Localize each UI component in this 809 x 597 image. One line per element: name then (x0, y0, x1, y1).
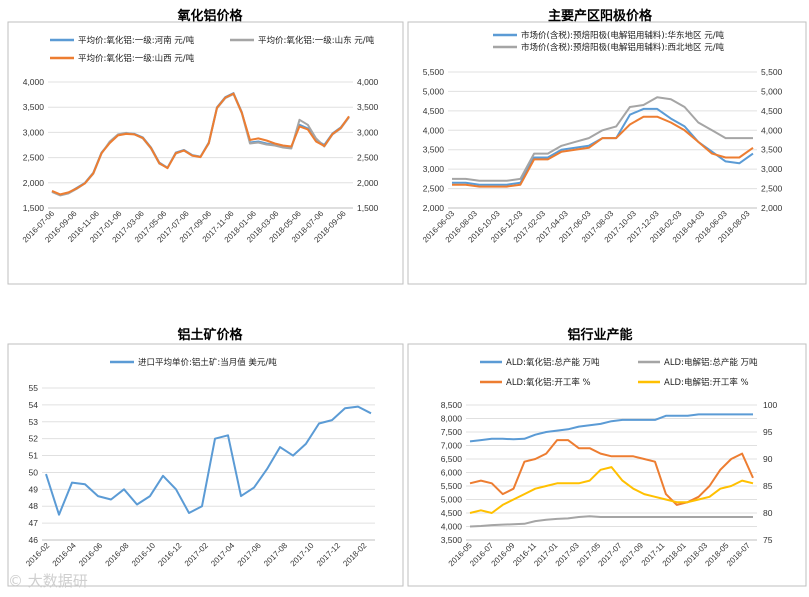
series-line-2 (452, 115, 754, 188)
legend-label: 市场价(含税):预焙阳极(电解铝用辅料):西北地区 元/吨 (521, 42, 725, 53)
y-tick-label: 3,500 (423, 145, 445, 155)
y-tick-label: 2,000 (423, 203, 445, 213)
y-tick-label: 55 (29, 383, 39, 393)
watermark: © 大数据研 (8, 572, 88, 590)
y2-tick-label: 4,000 (761, 125, 783, 135)
y-tick-label: 54 (29, 400, 39, 410)
y-tick-label: 53 (29, 417, 39, 427)
y-tick-label: 47 (29, 518, 39, 528)
y-tick-label: 50 (29, 467, 39, 477)
chart-1-title: 氧化铝价格 (177, 9, 243, 24)
y-tick-label: 1,500 (23, 203, 45, 213)
series-line-2 (469, 439, 754, 506)
y2-tick-label: 2,500 (761, 184, 783, 194)
y-tick-label: 51 (29, 451, 39, 461)
y-tick-label: 4,000 (423, 125, 445, 135)
legend-label: 平均价:氧化铝:一级:山西 元/吨 (78, 53, 195, 64)
y2-tick-label: 1,500 (357, 203, 379, 213)
y2-tick-label: 5,500 (761, 67, 783, 77)
y2-tick-label: 100 (763, 400, 777, 410)
y-tick-label: 8,000 (441, 414, 463, 424)
series-line-1 (469, 515, 753, 528)
y2-tick-label: 75 (763, 535, 773, 545)
y-tick-label: 52 (29, 434, 39, 444)
y-tick-label: 3,500 (23, 102, 45, 112)
chart-4-title: 铝行业产能 (567, 328, 633, 343)
chart-3-title: 铝土矿价格 (177, 328, 243, 343)
series-line-1 (452, 96, 753, 182)
chart-frame (407, 343, 807, 587)
y-tick-label: 3,500 (441, 535, 463, 545)
legend-label: ALD:电解铝:总产能 万吨 (664, 357, 758, 368)
chart-2-title: 主要产区阳极价格 (547, 9, 652, 24)
legend-label: ALD:氧化铝:开工率 % (506, 377, 591, 388)
legend-label: ALD:电解铝:开工率 % (664, 377, 749, 388)
legend-label: 平均价:氧化铝:一级:河南 元/吨 (78, 35, 195, 46)
series-line-3 (469, 466, 754, 514)
y-tick-label: 4,000 (441, 522, 463, 532)
y-tick-label: 5,000 (441, 495, 463, 505)
y-tick-label: 46 (29, 535, 39, 545)
y-tick-label: 2,000 (23, 178, 45, 188)
y-tick-label: 4,500 (423, 106, 445, 116)
y2-tick-label: 2,000 (761, 203, 783, 213)
y2-tick-label: 3,000 (761, 164, 783, 174)
y2-tick-label: 95 (763, 427, 773, 437)
y2-tick-label: 3,000 (357, 127, 379, 137)
y2-tick-label: 80 (763, 508, 773, 518)
y-tick-label: 48 (29, 501, 39, 511)
y2-tick-label: 2,500 (357, 153, 379, 163)
y-tick-label: 49 (29, 484, 39, 494)
y2-tick-label: 4,000 (357, 77, 379, 87)
legend-label: 进口平均单价:铝土矿:当月值 美元/吨 (138, 357, 277, 368)
chart-frame (407, 21, 807, 285)
y-tick-label: 2,500 (23, 153, 45, 163)
y-tick-label: 7,000 (441, 441, 463, 451)
y-tick-label: 4,000 (23, 77, 45, 87)
y2-tick-label: 3,500 (761, 145, 783, 155)
y-tick-label: 3,000 (23, 127, 45, 137)
series-line-0 (45, 405, 372, 516)
chart-frame (7, 343, 404, 587)
series-line-2 (51, 92, 350, 196)
y-tick-label: 5,500 (423, 67, 445, 77)
y-tick-label: 5,000 (423, 86, 445, 96)
chart-frame (7, 21, 404, 285)
legend-label: 平均价:氧化铝:一级:山东 元/吨 (258, 35, 375, 46)
y2-tick-label: 90 (763, 454, 773, 464)
y-tick-label: 3,000 (423, 164, 445, 174)
y-tick-label: 7,500 (441, 427, 463, 437)
y-tick-label: 6,000 (441, 468, 463, 478)
legend-label: ALD:氧化铝:总产能 万吨 (506, 357, 600, 368)
y2-tick-label: 2,000 (357, 178, 379, 188)
y2-tick-label: 3,500 (357, 102, 379, 112)
y-tick-label: 4,500 (441, 508, 463, 518)
y-tick-label: 5,500 (441, 481, 463, 491)
y2-tick-label: 4,500 (761, 106, 783, 116)
y2-tick-label: 85 (763, 481, 773, 491)
y-tick-label: 8,500 (441, 400, 463, 410)
y-tick-label: 6,500 (441, 454, 463, 464)
y-tick-label: 2,500 (423, 184, 445, 194)
y2-tick-label: 5,000 (761, 86, 783, 96)
legend-label: 市场价(含税):预焙阳极(电解铝用辅料):华东地区 元/吨 (521, 30, 725, 41)
series-line-0 (469, 413, 753, 443)
